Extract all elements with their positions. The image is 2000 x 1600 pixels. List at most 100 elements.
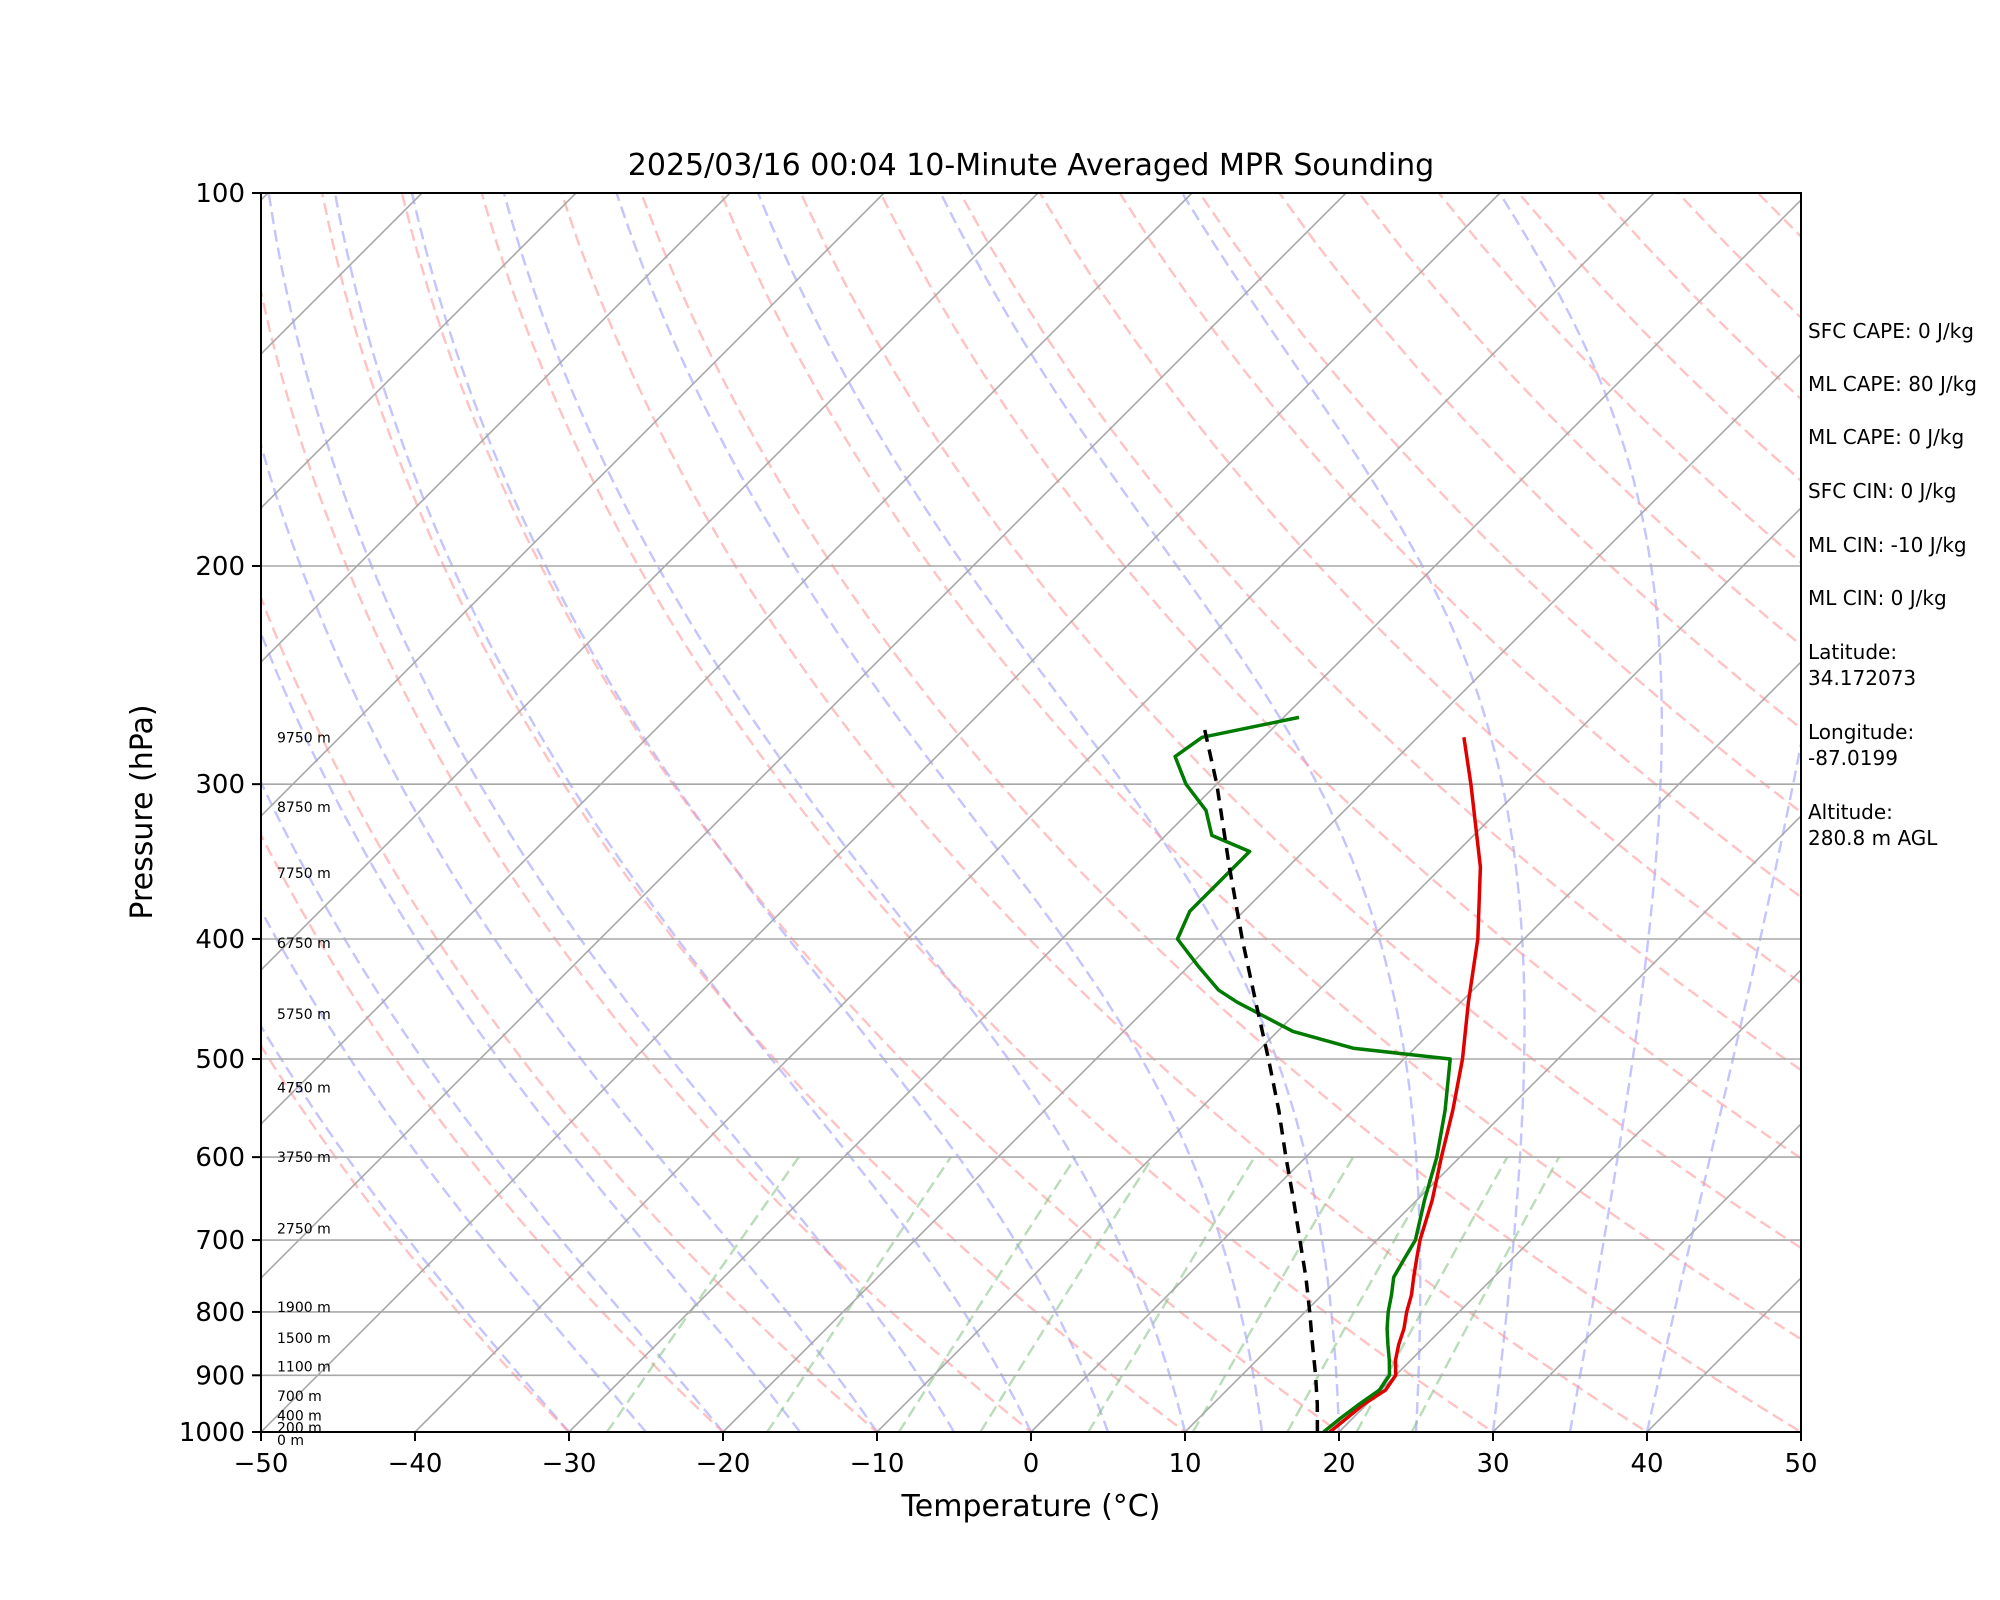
info-latitude: Latitude: 34.172073	[1808, 640, 1917, 690]
moist-adiabat	[261, 1024, 570, 1432]
info-longitude: Longitude: -87.0199	[1808, 720, 1915, 770]
x-tick-label: 40	[1630, 1449, 1663, 1479]
x-tick-label: −10	[850, 1449, 905, 1479]
y-tick-label: 900	[195, 1361, 245, 1391]
moist-adiabat	[333, 193, 1033, 1432]
isotherm	[261, 193, 577, 510]
isotherm	[261, 193, 731, 664]
height-label: 700 m	[277, 1389, 322, 1405]
moist-adiabat	[261, 630, 801, 1432]
mixing-ratio-line	[979, 1156, 1154, 1432]
moist-adiabat	[502, 193, 1187, 1432]
info-ml-cape: ML CAPE: 80 J/kg	[1808, 372, 1977, 396]
x-tick-label: −30	[542, 1449, 597, 1479]
isotherm	[261, 193, 885, 818]
x-tick-label: 30	[1476, 1449, 1509, 1479]
moist-adiabat	[261, 779, 724, 1432]
y-tick-label: 800	[195, 1298, 245, 1328]
isotherm	[1184, 814, 1801, 1432]
height-label: 400 m	[277, 1409, 322, 1425]
y-tick-label: 300	[195, 770, 245, 800]
x-tick-label: 50	[1784, 1449, 1817, 1479]
y-axis-label: Pressure (hPa)	[125, 704, 160, 919]
dry-adiabat	[959, 193, 1801, 1072]
x-tick-label: 10	[1168, 1449, 1201, 1479]
height-label: 0 m	[277, 1433, 304, 1449]
moist-adiabat	[1645, 737, 1801, 1432]
isotherm	[261, 193, 1193, 1126]
info-altitude: Altitude: 280.8 m AGL	[1808, 800, 1938, 850]
isotherm	[414, 193, 1655, 1432]
mixing-ratio-line	[606, 1156, 800, 1432]
mixing-ratio-line	[766, 1156, 952, 1432]
height-label: 2750 m	[277, 1221, 331, 1237]
dry-adiabat	[261, 1043, 571, 1432]
isotherm	[261, 193, 1501, 1432]
y-tick-label: 200	[195, 552, 245, 582]
height-label: 1100 m	[277, 1359, 331, 1375]
height-label: 9750 m	[277, 730, 331, 746]
dry-adiabat	[639, 193, 1801, 1432]
mixing-ratio-line	[897, 1156, 1077, 1432]
dry-adiabat	[719, 193, 1801, 1341]
plot-frame	[260, 192, 1802, 1433]
y-tick-label: 1000	[179, 1418, 245, 1448]
profiles	[1173, 715, 1483, 1432]
info-sfc-cin: SFC CIN: 0 J/kg	[1808, 479, 1957, 503]
height-label: 4750 m	[277, 1080, 331, 1096]
isotherm	[1338, 968, 1801, 1432]
moist-adiabat	[410, 193, 1110, 1432]
dry-adiabat	[261, 832, 725, 1432]
y-tick-label: 400	[195, 925, 245, 955]
x-tick-label: −20	[696, 1449, 751, 1479]
y-tick-label: 700	[195, 1226, 245, 1256]
dry-adiabat	[261, 286, 1033, 1432]
moist-adiabat	[1498, 193, 1664, 1432]
y-axis-ticks: 100 200 300 400 500 600 700 800 900 1000	[179, 179, 261, 1448]
x-axis-ticks: −50 −40 −30 −20 −10 0 10 20 30 40 50	[234, 1432, 1818, 1479]
dry-adiabat	[320, 193, 1187, 1432]
dry-adiabat	[261, 594, 879, 1432]
isotherm	[1030, 660, 1801, 1432]
isotherm	[722, 352, 1801, 1432]
dry-adiabat	[1038, 193, 1801, 985]
isotherm	[0, 193, 114, 1432]
height-label: 1500 m	[277, 1331, 331, 1347]
dewpoint-profile	[1173, 715, 1452, 1432]
info-ml-cape-2: ML CAPE: 0 J/kg	[1808, 425, 1965, 449]
x-tick-label: 0	[1023, 1449, 1040, 1479]
y-tick-label: 500	[195, 1045, 245, 1075]
x-tick-label: −50	[234, 1449, 289, 1479]
x-axis-label: Temperature (°C)	[901, 1489, 1161, 1524]
isotherm	[876, 506, 1801, 1432]
mixing-ratio-line	[1191, 1156, 1355, 1432]
info-ml-cin-2: ML CIN: 0 J/kg	[1808, 586, 1947, 610]
moist-adiabat	[267, 193, 956, 1432]
mixing-ratio-lines	[606, 1156, 1561, 1432]
height-label: 3750 m	[277, 1150, 331, 1166]
moist-adiabat	[261, 908, 647, 1432]
info-sfc-cape: SFC CAPE: 0 J/kg	[1808, 319, 1974, 343]
moist-adiabat	[261, 441, 878, 1432]
isotherm	[1492, 1122, 1801, 1432]
dry-adiabat	[400, 193, 1342, 1432]
x-tick-label: 20	[1322, 1449, 1355, 1479]
mixing-ratio-line	[1087, 1156, 1256, 1432]
height-label: 1900 m	[277, 1300, 331, 1316]
plot-area	[0, 193, 1801, 1432]
dry-adiabat	[879, 193, 1801, 1160]
moist-adiabat	[756, 193, 1341, 1432]
height-label: 6750 m	[277, 936, 331, 952]
parcel-profile	[1202, 727, 1320, 1432]
isotherm	[261, 193, 1347, 1280]
isotherm	[261, 193, 1039, 972]
info-ml-cin: ML CIN: -10 J/kg	[1808, 533, 1967, 557]
x-tick-label: −40	[388, 1449, 443, 1479]
chart-title: 2025/03/16 00:04 10-Minute Averaged MPR …	[628, 148, 1434, 183]
dry-adiabat	[480, 193, 1496, 1432]
y-tick-label: 100	[195, 179, 245, 209]
y-tick-label: 600	[195, 1143, 245, 1173]
height-label: 7750 m	[277, 866, 331, 882]
isotherms	[0, 193, 1801, 1432]
